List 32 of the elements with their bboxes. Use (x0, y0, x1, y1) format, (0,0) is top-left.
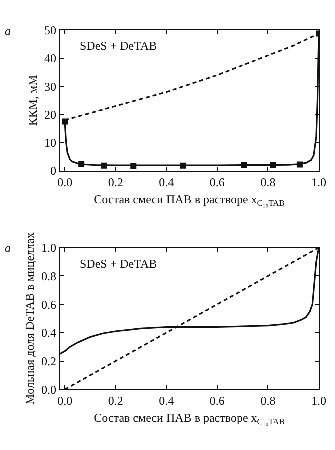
y-tick-label: 40 (44, 52, 56, 66)
x-axis-title: Состав смеси ПАВ в растворе x$_{C₁₀TAB}$ (94, 411, 286, 427)
y-tick-label: 0.2 (42, 354, 56, 368)
x-tick-label: 0.8 (260, 175, 276, 190)
x-tick-label: 0.0 (58, 175, 73, 190)
y-tick-label: 30 (44, 80, 56, 94)
y-axis-title: ККМ, мМ (26, 74, 40, 126)
x-tick-label: 0.6 (210, 394, 225, 408)
annotation: SDeS + DeTAB (80, 257, 158, 271)
y-axis-title: Мольная доля DeTAB в мицеллах (22, 232, 37, 405)
x-tick-label: 1.0 (312, 175, 326, 190)
y-tick-label: 0.4 (42, 326, 56, 340)
y-tick-label: 50 (44, 24, 56, 38)
y-tick-label: 20 (44, 108, 56, 122)
x-tick-label: 0.4 (159, 394, 174, 408)
x-axis-title: Состав смеси ПАВ в растворе x$_{C₁₀TAB}$ (94, 192, 286, 208)
x-tick-label: 0.2 (108, 394, 124, 408)
y-tick-label: 0 (50, 164, 56, 178)
y-tick-label: 0.0 (42, 382, 56, 397)
y-tick-label: 0.6 (42, 298, 56, 312)
y-tick-label: 10 (44, 136, 56, 150)
text: а (5, 24, 11, 38)
text: а (5, 241, 11, 255)
x-tick-label: 0.0 (58, 394, 73, 408)
x-tick-label: 0.6 (210, 175, 225, 190)
y-tick-label: 0.8 (42, 269, 56, 284)
annotation: SDeS + DeTAB (80, 39, 158, 53)
y-tick-label: 1.0 (42, 241, 56, 256)
x-tick-label: 1.0 (312, 394, 326, 408)
x-tick-label: 0.4 (159, 175, 174, 190)
x-tick-label: 0.2 (108, 175, 124, 190)
x-tick-label: 0.8 (260, 394, 276, 408)
